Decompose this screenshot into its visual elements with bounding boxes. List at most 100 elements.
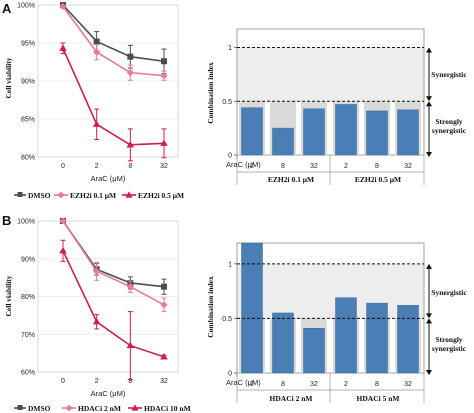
y-tick-label-a: 90% [21, 79, 35, 86]
group-label-b2: HDACi 5 nM [357, 394, 400, 403]
data-point-triangle-b [92, 317, 101, 325]
data-point-diamond-b [160, 301, 168, 309]
data-point-square-a [161, 58, 167, 65]
legend-triangle-marker-b [131, 404, 139, 411]
series-line-1-a [62, 6, 165, 77]
ci-bar-a [397, 109, 419, 156]
x-axis-label-a: AraC (μM) [91, 174, 126, 183]
bar-x-tick-label-b: 32 [310, 381, 318, 388]
zone-arrowhead-b [426, 313, 432, 319]
y-tick-label-b: 70% [21, 332, 35, 339]
legend-label-dmso-a: DMSO [28, 191, 51, 200]
zone-label-synergistic-a: Synergistic [431, 70, 467, 79]
group-label-a2: EZH2i 0.5 μM [355, 175, 401, 184]
bar-x-tick-label-a: 32 [310, 163, 318, 170]
bar-y-axis-label-b: Combination index [206, 276, 215, 338]
bar-y-tick-label-a: 0.5 [222, 99, 232, 106]
data-point-diamond-b [93, 267, 101, 275]
y-axis-label-b: Cell viability [4, 275, 13, 316]
panel-letter-a: A [2, 1, 12, 16]
x-tick-label-b: 32 [160, 378, 168, 385]
bar-x-tick-label-b: 2 [250, 381, 254, 388]
legend-diamond-marker-a [57, 191, 65, 199]
bar-y-tick-label-a: 0 [228, 153, 232, 160]
ci-bar-b [366, 302, 388, 374]
bar-x-tick-label-a: 2 [344, 163, 348, 170]
y-tick-label-a: 95% [21, 41, 35, 48]
x-tick-label-a: 2 [95, 163, 99, 170]
x-tick-label-b: 2 [95, 378, 99, 385]
series-line-0-b [62, 220, 165, 288]
legend-diamond-marker-b [65, 404, 73, 412]
zone-arrowhead-b [426, 318, 432, 324]
data-point-triangle-b [126, 341, 135, 349]
bar-chart-b: Combination index 0 0.5 1 2 8 32 2 8 32 Synergis… [206, 242, 467, 403]
zone-label-strongly-synergistic-a: Strongly synergistic [432, 117, 467, 135]
bar-chart-a: Combination index 0 0.5 1 2 8 32 2 8 32 Synergis… [206, 28, 467, 185]
bar-x-tick-label-a: 8 [375, 163, 379, 170]
data-point-diamond-a [126, 69, 134, 77]
line-chart-a: Cell viability 100% 95% 90% 85% 80% 0 2 8 32 Ar… [4, 2, 179, 183]
y-tick-label-b: 80% [21, 294, 35, 301]
x-tick-label-b: 0 [61, 378, 65, 385]
ci-bar-a [241, 107, 263, 156]
panel-letter-b: B [2, 213, 11, 228]
zone-arrowhead-a [426, 47, 432, 53]
bar-y-tick-label-b: 1 [228, 261, 232, 268]
y-tick-label-a: 100% [17, 3, 35, 10]
zone-label-strongly-synergistic-b: Strongly synergistic [432, 335, 467, 353]
ci-bar-a [272, 127, 294, 156]
bar-x-tick-label-a: 32 [404, 163, 412, 170]
ci-bar-b [241, 242, 263, 374]
bar-y-tick-label-a: 1 [228, 45, 232, 52]
data-point-triangle-b [59, 247, 67, 254]
ci-bar-b [397, 305, 419, 374]
data-point-triangle-a [92, 120, 101, 127]
series-line-0-a [62, 4, 165, 63]
y-tick-label-a: 80% [21, 155, 35, 162]
y-tick-label-b: 100% [17, 219, 35, 226]
legend-label-ezh2i-high-a: EZH2i 0.5 μM [138, 191, 184, 200]
ci-bar-b [335, 297, 357, 374]
ci-bar-a [366, 110, 388, 156]
bar-y-axis-label-a: Combination index [206, 62, 215, 124]
synergistic-band-b [237, 263, 424, 319]
bar-x-tick-label-b: 8 [375, 381, 379, 388]
data-point-diamond-b [59, 217, 67, 225]
x-tick-label-a: 32 [160, 163, 168, 170]
zone-label-synergistic-b: Synergistic [431, 288, 467, 297]
y-tick-label-b: 60% [21, 370, 35, 377]
legend-label-dmso-b: DMSO [28, 404, 51, 413]
x-axis-label-b: AraC (μM) [91, 389, 126, 398]
y-tick-label-b: 90% [21, 256, 35, 263]
zone-arrowhead-a [426, 152, 432, 157]
data-point-square-b [161, 283, 167, 290]
legend-square-marker-a [17, 192, 23, 197]
synergistic-band-a [237, 47, 424, 102]
zone-arrowhead-a [426, 101, 432, 107]
series-line-1-b [62, 220, 165, 306]
ci-bar-a [335, 104, 357, 156]
series-line-2-a [62, 47, 165, 146]
bar-x-tick-label-b: 8 [281, 381, 285, 388]
bar-x-tick-label-b: 2 [344, 381, 348, 388]
series-line-2-b [62, 250, 165, 358]
bar-x-prefix-a: AraC (μM) [226, 160, 261, 169]
data-point-diamond-a [93, 48, 101, 56]
ci-bar-b [303, 327, 325, 374]
bar-x-tick-label-b: 32 [404, 381, 412, 388]
legend-square-marker-b [17, 405, 23, 410]
bar-y-tick-label-b: 0 [228, 371, 232, 378]
zone-arrowhead-b [426, 370, 432, 375]
data-point-square-a [127, 53, 134, 60]
legend-label-hdaci-low-b: HDACi 2 nM [78, 404, 121, 413]
data-point-diamond-a [59, 2, 67, 11]
bar-x-tick-label-a: 8 [281, 163, 285, 170]
y-tick-label-a: 85% [21, 117, 35, 124]
legend-label-hdaci-high-b: HDACi 10 nM [144, 404, 191, 413]
legend-a: DMSO EZH2i 0.1 μM EZH2i 0.5 μM [14, 191, 184, 200]
line-chart-b: Cell viability 100% 90% 80% 70% 60% 0 2 8 32 Ar… [4, 217, 179, 398]
bar-x-tick-label-a: 2 [250, 163, 254, 170]
ci-bar-a [303, 108, 325, 156]
x-tick-label-a: 0 [61, 163, 65, 170]
